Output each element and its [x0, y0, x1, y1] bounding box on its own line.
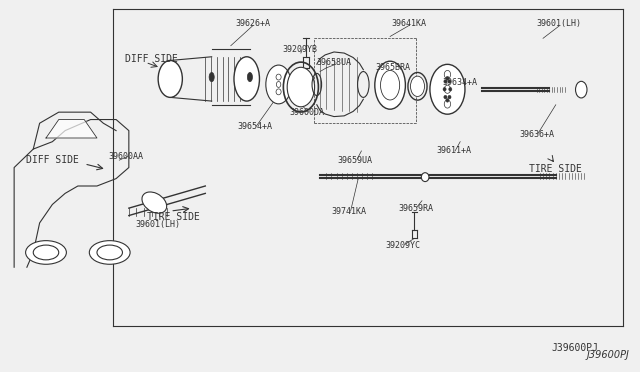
Ellipse shape	[444, 70, 451, 78]
Text: 39636+A: 39636+A	[519, 130, 554, 139]
Text: J39600PJ: J39600PJ	[586, 350, 629, 359]
Text: 39209YC: 39209YC	[385, 241, 420, 250]
Circle shape	[90, 241, 130, 264]
Text: 39600AA: 39600AA	[108, 152, 143, 161]
Ellipse shape	[444, 100, 451, 108]
Ellipse shape	[575, 81, 587, 98]
Ellipse shape	[443, 87, 446, 91]
Ellipse shape	[247, 73, 252, 82]
Text: 39601(LH): 39601(LH)	[536, 19, 582, 28]
Ellipse shape	[446, 76, 449, 80]
Text: TIRE SIDE: TIRE SIDE	[147, 212, 200, 222]
Text: 39626+A: 39626+A	[236, 19, 271, 28]
Ellipse shape	[430, 64, 465, 114]
Text: 39634+A: 39634+A	[443, 78, 477, 87]
Ellipse shape	[276, 81, 281, 87]
Polygon shape	[46, 119, 97, 138]
Ellipse shape	[444, 80, 447, 83]
Ellipse shape	[276, 74, 281, 80]
Text: 39654+A: 39654+A	[237, 122, 273, 131]
Ellipse shape	[444, 95, 447, 99]
Ellipse shape	[266, 65, 291, 104]
Text: TIRE SIDE: TIRE SIDE	[529, 164, 582, 174]
Text: 39641KA: 39641KA	[392, 19, 427, 28]
Circle shape	[26, 241, 67, 264]
Ellipse shape	[287, 67, 315, 107]
Ellipse shape	[209, 73, 214, 82]
Text: 39601(LH): 39601(LH)	[135, 220, 180, 229]
Text: 39659UA: 39659UA	[337, 155, 372, 165]
Text: J39600PJ: J39600PJ	[552, 343, 598, 353]
Ellipse shape	[142, 192, 166, 213]
Ellipse shape	[276, 89, 281, 95]
Text: 39658UA: 39658UA	[317, 58, 351, 67]
Text: DIFF SIDE: DIFF SIDE	[26, 155, 79, 165]
Text: 39600DA: 39600DA	[290, 108, 324, 117]
Text: 39611+A: 39611+A	[436, 147, 471, 155]
Ellipse shape	[421, 173, 429, 182]
Text: 39741KA: 39741KA	[331, 207, 366, 217]
Text: DIFF SIDE: DIFF SIDE	[125, 54, 177, 64]
Ellipse shape	[448, 80, 451, 83]
Text: 39209YB: 39209YB	[282, 45, 317, 54]
Text: 39659RA: 39659RA	[398, 203, 433, 213]
Ellipse shape	[448, 95, 451, 99]
Ellipse shape	[446, 99, 449, 102]
Ellipse shape	[234, 57, 259, 101]
Ellipse shape	[381, 70, 399, 100]
Ellipse shape	[375, 61, 405, 109]
Text: 3965BRA: 3965BRA	[376, 63, 411, 72]
Ellipse shape	[449, 87, 452, 91]
Ellipse shape	[410, 76, 424, 96]
Ellipse shape	[158, 61, 182, 97]
Ellipse shape	[444, 85, 451, 93]
